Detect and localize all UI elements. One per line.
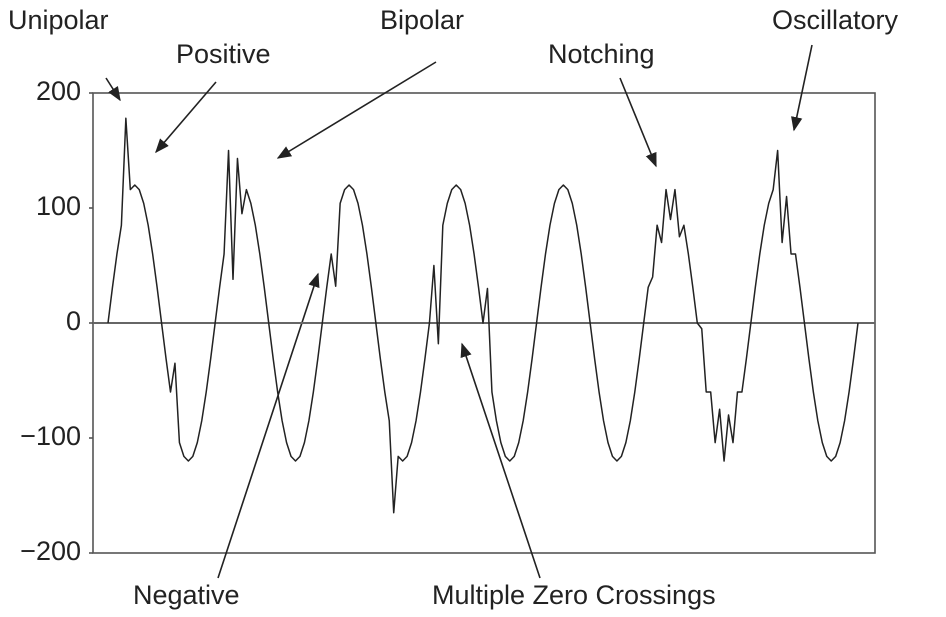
annotation: Multiple Zero Crossings (432, 580, 716, 610)
y-tick-label: 200 (36, 76, 81, 106)
y-tick-label: −100 (20, 421, 81, 451)
y-tick-label: 100 (36, 191, 81, 221)
arrow (619, 77, 657, 168)
waveform (107, 117, 859, 514)
annotation: Notching (548, 39, 655, 69)
arrow (460, 342, 541, 579)
y-tick-label: 0 (66, 306, 81, 336)
arrow (276, 61, 437, 159)
annotation: Positive (176, 39, 271, 69)
arrow (105, 77, 121, 102)
annotation: Unipolar (8, 5, 109, 35)
annotation: Oscillatory (772, 5, 899, 35)
annotation: Negative (133, 580, 240, 610)
arrow (217, 272, 320, 579)
annotation: Bipolar (380, 5, 464, 35)
arrow (155, 81, 217, 154)
arrow (791, 44, 813, 132)
y-tick-label: −200 (20, 536, 81, 566)
